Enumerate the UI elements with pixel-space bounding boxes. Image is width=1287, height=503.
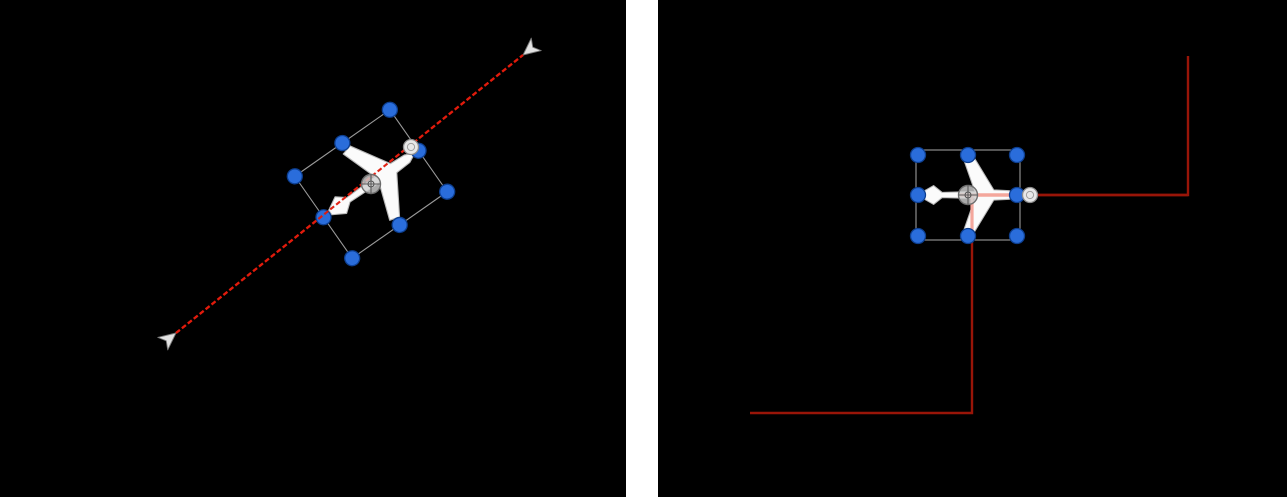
rotated-object-group[interactable]	[284, 99, 457, 268]
handle-bottom-center[interactable]	[389, 215, 410, 236]
upright-object-panel[interactable]: Object keeps orientation	[658, 0, 1287, 497]
handle-top-right[interactable]	[379, 99, 400, 120]
left-panel-background	[0, 0, 626, 497]
anchor-point-icon[interactable]	[957, 184, 979, 206]
handle-top-left[interactable]	[284, 166, 305, 187]
handle-top-center[interactable]	[332, 133, 353, 154]
path-start-arrowhead-icon[interactable]	[157, 327, 181, 351]
handle-top-right[interactable]	[1008, 146, 1026, 164]
rotated-object-panel[interactable]: Object rotated along path	[0, 0, 626, 497]
panel-divider	[626, 0, 658, 503]
handle-top-center[interactable]	[959, 146, 977, 164]
handle-middle-left[interactable]	[313, 207, 334, 228]
right-panel-label: Object keeps orientation	[662, 1, 835, 18]
bottom-edge-strip	[0, 497, 1287, 503]
path-line-overlay	[175, 54, 524, 334]
right-canvas[interactable]: Object keeps orientation	[658, 0, 1287, 497]
handle-middle-left[interactable]	[909, 186, 927, 204]
rotation-handle[interactable]	[402, 138, 420, 156]
left-panel-label: Object rotated along path	[4, 1, 184, 18]
handle-top-left[interactable]	[909, 146, 927, 164]
left-canvas[interactable]: Object rotated along path	[0, 0, 626, 497]
handle-bottom-center[interactable]	[959, 227, 977, 245]
anchor-point-icon[interactable]	[360, 173, 382, 195]
rotation-handle[interactable]	[1021, 186, 1039, 204]
handle-bottom-right[interactable]	[1008, 227, 1026, 245]
handle-bottom-right[interactable]	[437, 181, 458, 202]
handle-bottom-left[interactable]	[342, 248, 363, 269]
handle-bottom-left[interactable]	[909, 227, 927, 245]
path-end-arrowhead-icon[interactable]	[518, 37, 542, 61]
